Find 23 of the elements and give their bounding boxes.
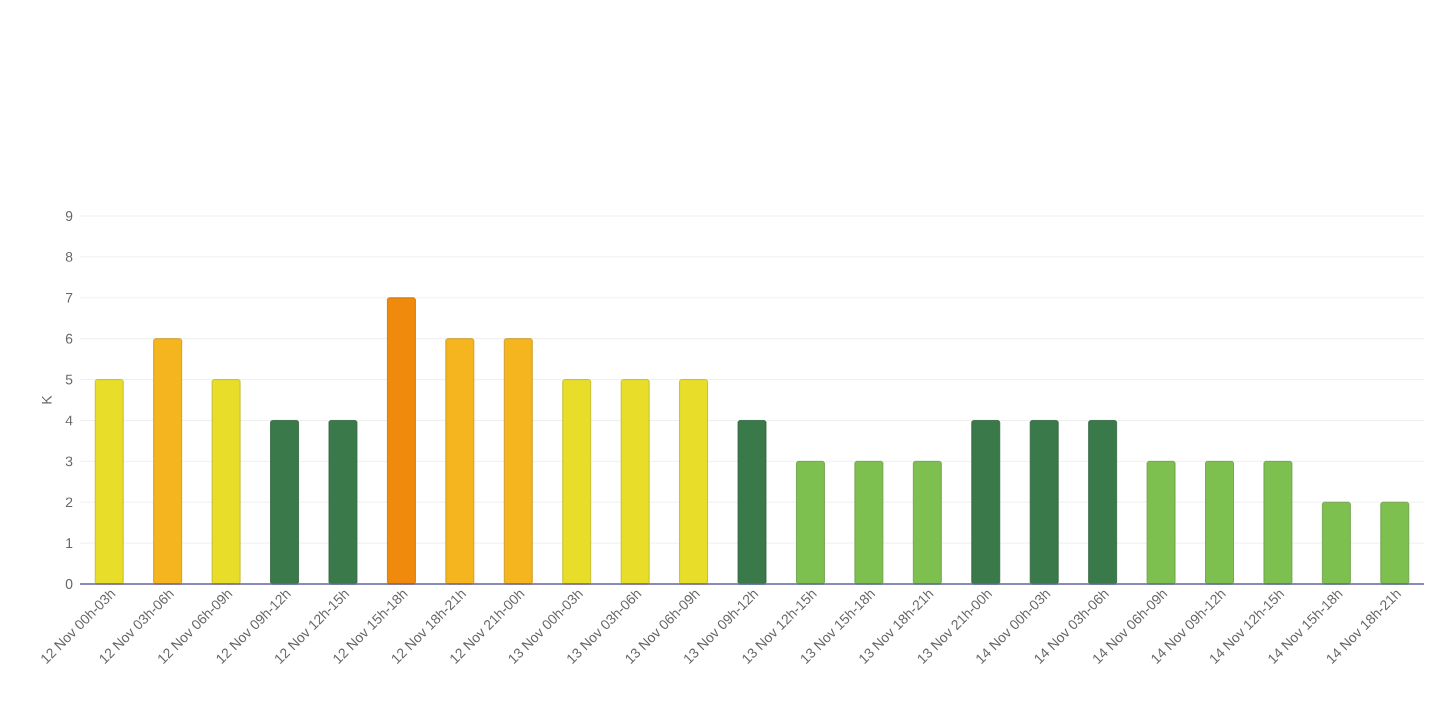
bar <box>153 338 183 585</box>
bar <box>1205 460 1234 585</box>
bar <box>387 297 416 585</box>
bar <box>854 460 884 585</box>
bar <box>1088 420 1118 585</box>
bar <box>1029 420 1059 585</box>
bar <box>679 379 708 585</box>
bar <box>94 379 124 585</box>
bar <box>1321 501 1351 585</box>
bar <box>562 379 592 585</box>
bar <box>328 420 358 585</box>
bar <box>796 460 825 585</box>
bar <box>270 420 299 585</box>
bar <box>211 379 241 585</box>
bar <box>503 338 533 585</box>
bar <box>1263 460 1293 585</box>
bar <box>737 420 767 585</box>
bar <box>620 379 650 585</box>
bar <box>912 460 942 585</box>
bar <box>971 420 1001 585</box>
bar <box>1146 460 1176 585</box>
bar <box>445 338 475 585</box>
bar <box>1380 501 1410 585</box>
